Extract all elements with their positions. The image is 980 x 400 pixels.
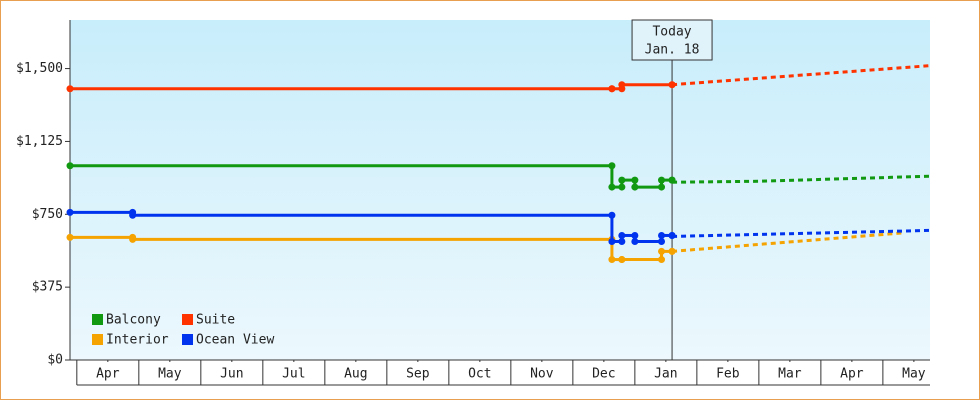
legend-swatch [182, 334, 193, 345]
point [658, 247, 666, 255]
point [66, 162, 74, 170]
x-tick-label: Jan [654, 367, 677, 382]
x-tick-label: May [158, 367, 182, 382]
point [66, 85, 74, 93]
point [66, 233, 74, 241]
legend-swatch [182, 314, 193, 325]
today-label: Today [652, 25, 691, 40]
point [608, 85, 616, 93]
x-tick-label: Apr [96, 367, 120, 382]
point [618, 176, 626, 184]
forecast-line [671, 231, 905, 253]
plot-area [70, 20, 930, 360]
point [608, 237, 616, 245]
legend-label: Suite [196, 313, 235, 328]
point [658, 231, 666, 239]
point [658, 256, 666, 264]
forecast-line [671, 64, 931, 87]
forecast-line [672, 228, 931, 238]
point [618, 231, 626, 239]
legend-swatch [92, 314, 103, 325]
point [608, 183, 616, 191]
point [618, 256, 626, 264]
point [66, 208, 74, 216]
legend-label: Interior [106, 333, 169, 348]
x-tick-label: May [902, 367, 926, 382]
point [631, 183, 639, 191]
x-tick-label: Oct [468, 367, 491, 382]
point [618, 81, 626, 89]
y-tick-label: $0 [47, 353, 63, 368]
x-tick-label: Feb [716, 367, 740, 382]
point [658, 237, 666, 245]
point [658, 176, 666, 184]
point [608, 256, 616, 264]
x-tick-label: Sep [406, 367, 430, 382]
x-tick-label: Jul [282, 367, 305, 382]
x-tick-label: Dec [592, 367, 615, 382]
y-tick-label: $1,500 [16, 61, 63, 76]
point [631, 176, 639, 184]
point [608, 211, 616, 219]
legend-label: Balcony [106, 313, 161, 328]
point [618, 183, 626, 191]
point [631, 237, 639, 245]
x-tick-label: Mar [778, 367, 802, 382]
point [608, 162, 616, 170]
point [618, 237, 626, 245]
today-box [631, 19, 713, 61]
x-tick-label: Aug [344, 367, 367, 382]
today-label: Jan. 18 [645, 43, 700, 58]
forecast-line [672, 174, 931, 184]
point [658, 183, 666, 191]
y-tick-label: $750 [32, 207, 63, 222]
point [129, 235, 137, 243]
x-tick-label: Jun [220, 367, 243, 382]
point [631, 231, 639, 239]
x-tick-label: Nov [530, 367, 554, 382]
point [129, 211, 137, 219]
y-tick-label: $375 [32, 280, 63, 295]
y-tick-label: $1,125 [16, 134, 63, 149]
x-tick-label: Apr [840, 367, 864, 382]
legend-swatch [92, 334, 103, 345]
legend-label: Ocean View [196, 333, 274, 348]
